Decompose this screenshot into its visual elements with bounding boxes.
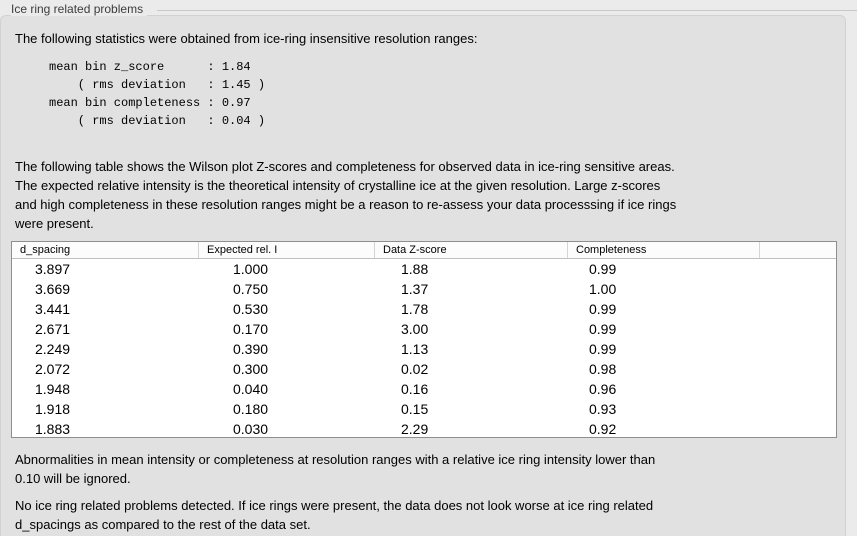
table-row[interactable]: 2.249 0.390 1.13 0.99 [12, 339, 836, 359]
groupbox-border-line [157, 10, 857, 11]
cell-empty [759, 419, 836, 439]
cell-data-z-score: 0.15 [401, 401, 429, 417]
col-header-data-z-score[interactable]: Data Z-score [374, 242, 567, 258]
cell-data-z-score: 1.37 [401, 281, 429, 297]
cell-data-z-score: 3.00 [401, 321, 429, 337]
cell-empty [759, 319, 836, 339]
cell-completeness: 0.98 [589, 361, 617, 377]
cell-empty [759, 259, 836, 279]
table-row[interactable]: 2.072 0.300 0.02 0.98 [12, 359, 836, 379]
ice-ring-panel: The following statistics were obtained f… [0, 15, 846, 536]
col-header-completeness[interactable]: Completeness [567, 242, 759, 258]
cell-completeness: 0.92 [589, 421, 617, 437]
cell-d-spacing: 2.671 [35, 321, 71, 337]
cell-completeness: 0.96 [589, 381, 617, 397]
cell-empty [759, 359, 836, 379]
groupbox-title: Ice ring related problems [11, 2, 148, 16]
cell-expected-rel-i: 0.170 [233, 321, 269, 337]
cell-data-z-score: 1.88 [401, 261, 429, 277]
col-header-empty[interactable] [759, 242, 836, 258]
table-row[interactable]: 1.918 0.180 0.15 0.93 [12, 399, 836, 419]
cell-expected-rel-i: 0.530 [233, 301, 269, 317]
cell-empty [759, 399, 836, 419]
cell-d-spacing: 3.441 [35, 301, 71, 317]
cell-expected-rel-i: 0.030 [233, 421, 269, 437]
cell-d-spacing: 3.897 [35, 261, 71, 277]
cell-expected-rel-i: 0.180 [233, 401, 269, 417]
cell-expected-rel-i: 1.000 [233, 261, 269, 277]
cell-d-spacing: 1.948 [35, 381, 71, 397]
cell-completeness: 0.99 [589, 341, 617, 357]
table-header-row: d_spacing Expected rel. I Data Z-score C… [12, 242, 836, 259]
cell-data-z-score: 0.02 [401, 361, 429, 377]
table-description-text: The following table shows the Wilson plo… [15, 159, 677, 231]
cell-expected-rel-i: 0.300 [233, 361, 269, 377]
cell-empty [759, 339, 836, 359]
cell-data-z-score: 1.13 [401, 341, 429, 357]
cell-expected-rel-i: 0.750 [233, 281, 269, 297]
ignore-note-text: Abnormalities in mean intensity or compl… [15, 452, 656, 486]
cell-data-z-score: 0.16 [401, 381, 429, 397]
table-row[interactable]: 2.671 0.170 3.00 0.99 [12, 319, 836, 339]
cell-d-spacing: 2.249 [35, 341, 71, 357]
cell-d-spacing: 1.918 [35, 401, 71, 417]
table-row[interactable]: 1.948 0.040 0.16 0.96 [12, 379, 836, 399]
table-row[interactable]: 3.441 0.530 1.78 0.99 [12, 299, 836, 319]
cell-d-spacing: 3.669 [35, 281, 71, 297]
cell-empty [759, 299, 836, 319]
cell-d-spacing: 2.072 [35, 361, 71, 377]
col-header-d-spacing[interactable]: d_spacing [20, 244, 71, 256]
cell-completeness: 0.99 [589, 301, 617, 317]
stats-intro-text: The following statistics were obtained f… [15, 31, 478, 46]
cell-empty [759, 279, 836, 299]
cell-d-spacing: 1.883 [35, 421, 71, 437]
cell-expected-rel-i: 0.040 [233, 381, 269, 397]
conclusion-text: No ice ring related problems detected. I… [15, 498, 654, 532]
cell-completeness: 0.93 [589, 401, 617, 417]
table-row[interactable]: 1.883 0.030 2.29 0.92 [12, 419, 836, 439]
cell-completeness: 0.99 [589, 261, 617, 277]
cell-expected-rel-i: 0.390 [233, 341, 269, 357]
stats-block: mean bin z_score : 1.84 ( rms deviation … [49, 60, 266, 128]
cell-data-z-score: 1.78 [401, 301, 429, 317]
table-row[interactable]: 3.669 0.750 1.37 1.00 [12, 279, 836, 299]
cell-empty [759, 379, 836, 399]
ice-ring-table: d_spacing Expected rel. I Data Z-score C… [11, 241, 837, 438]
table-row[interactable]: 3.897 1.000 1.88 0.99 [12, 259, 836, 279]
col-header-expected-rel-i[interactable]: Expected rel. I [198, 242, 374, 258]
cell-completeness: 1.00 [589, 281, 617, 297]
cell-completeness: 0.99 [589, 321, 617, 337]
cell-data-z-score: 2.29 [401, 421, 429, 437]
